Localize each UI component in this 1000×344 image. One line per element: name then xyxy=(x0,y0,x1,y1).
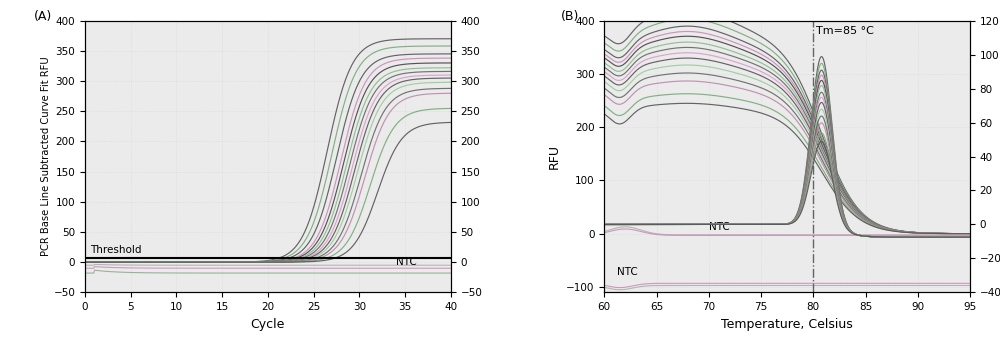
Text: Tm=85 °C: Tm=85 °C xyxy=(816,26,874,36)
Y-axis label: RFU: RFU xyxy=(548,144,561,169)
Y-axis label: PCR Base Line Subtracted Curve Fit RFU: PCR Base Line Subtracted Curve Fit RFU xyxy=(41,57,51,256)
Text: Threshold: Threshold xyxy=(90,245,141,255)
X-axis label: Temperature, Celsius: Temperature, Celsius xyxy=(721,318,853,331)
Text: NTC: NTC xyxy=(617,267,638,277)
Text: NTC: NTC xyxy=(709,222,730,232)
X-axis label: Cycle: Cycle xyxy=(251,318,285,331)
Text: NTC: NTC xyxy=(396,257,417,267)
Text: (B): (B) xyxy=(560,10,579,23)
Text: (A): (A) xyxy=(34,10,52,23)
